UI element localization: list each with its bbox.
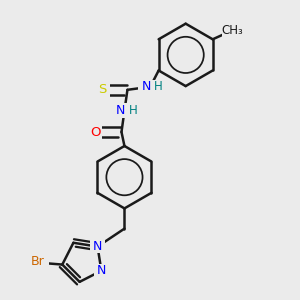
FancyBboxPatch shape bbox=[222, 24, 243, 38]
Text: N: N bbox=[116, 104, 126, 117]
FancyBboxPatch shape bbox=[112, 103, 136, 118]
FancyBboxPatch shape bbox=[90, 240, 105, 253]
FancyBboxPatch shape bbox=[94, 264, 109, 277]
Text: O: O bbox=[90, 125, 101, 139]
Text: N: N bbox=[97, 264, 106, 277]
Text: Br: Br bbox=[31, 255, 45, 268]
FancyBboxPatch shape bbox=[27, 255, 49, 268]
Text: CH₃: CH₃ bbox=[222, 25, 244, 38]
FancyBboxPatch shape bbox=[138, 80, 162, 94]
Text: N: N bbox=[142, 80, 151, 93]
Text: H: H bbox=[128, 104, 137, 117]
Text: S: S bbox=[98, 83, 106, 96]
Text: N: N bbox=[93, 240, 102, 253]
FancyBboxPatch shape bbox=[88, 125, 103, 139]
FancyBboxPatch shape bbox=[94, 83, 110, 97]
Text: H: H bbox=[154, 80, 162, 93]
